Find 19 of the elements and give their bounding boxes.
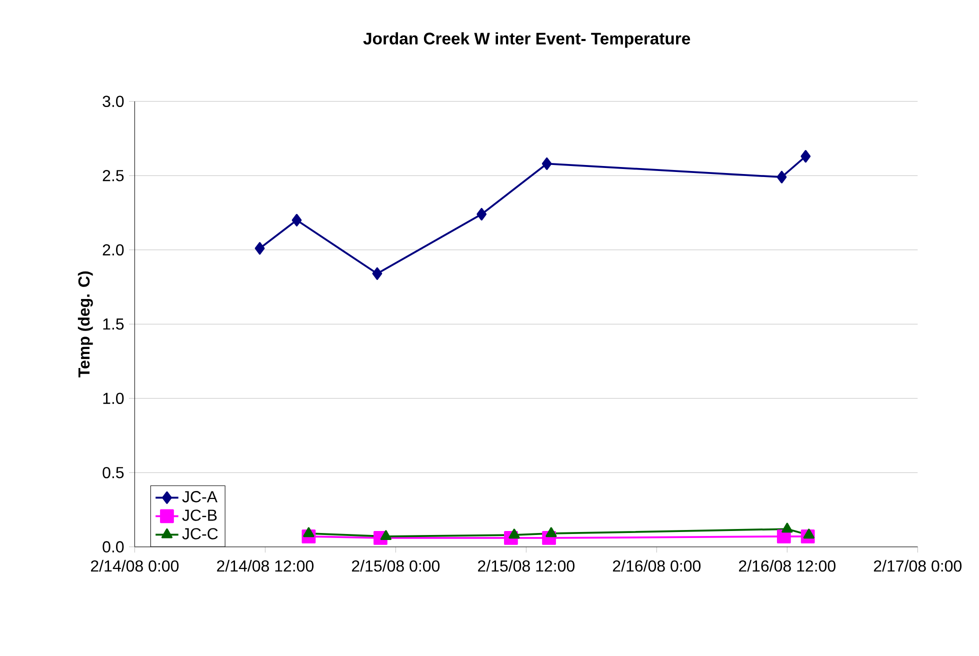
x-tick-label: 2/16/08 12:00 bbox=[739, 560, 836, 572]
y-tick-label: 2.5 bbox=[102, 170, 124, 182]
y-tick-label: 3.0 bbox=[102, 96, 124, 107]
x-tick-label: 2/14/08 12:00 bbox=[217, 560, 314, 572]
x-tick-label: 2/16/08 0:00 bbox=[612, 560, 701, 572]
legend-label: JC-B bbox=[182, 509, 217, 521]
y-tick-label: 2.0 bbox=[102, 244, 124, 256]
x-tick-label: 2/15/08 12:00 bbox=[478, 560, 574, 572]
x-tick-label: 2/17/08 0:00 bbox=[874, 560, 962, 572]
y-tick-label: 0.0 bbox=[102, 541, 124, 552]
legend-label: JC-C bbox=[182, 528, 218, 540]
legend-label: JC-A bbox=[182, 490, 218, 502]
chart-title: Jordan Creek W inter Event- Temperature bbox=[363, 32, 690, 48]
y-tick-label: 0.5 bbox=[102, 466, 124, 478]
y-axis-title: Temp (deg. C) bbox=[78, 271, 93, 378]
x-tick-label: 2/15/08 0:00 bbox=[352, 560, 440, 572]
x-tick-label: 2/14/08 0:00 bbox=[91, 560, 179, 572]
y-tick-label: 1.5 bbox=[103, 318, 124, 330]
y-tick-label: 1.0 bbox=[103, 392, 124, 404]
